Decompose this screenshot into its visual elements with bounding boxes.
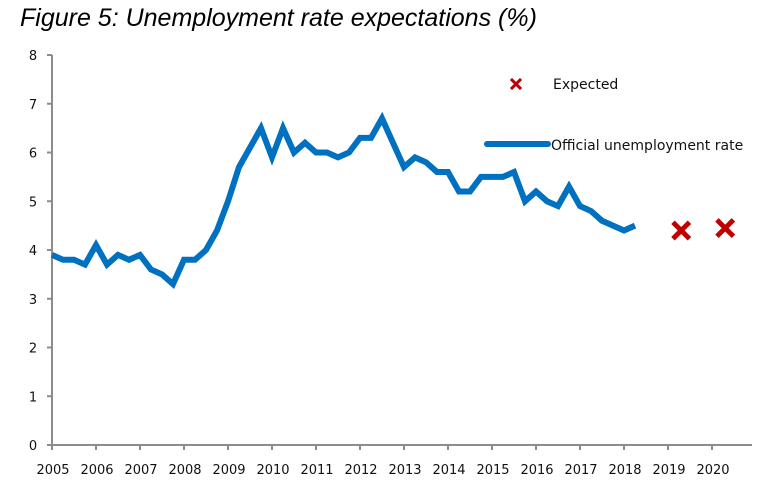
- x-tick-label: 2010: [256, 463, 289, 478]
- chart-title: Figure 5: Unemployment rate expectations…: [20, 4, 537, 32]
- legend: Expected Official unemployment rate: [484, 77, 743, 154]
- y-tick-label: 2: [29, 342, 37, 357]
- x-tick-label: 2014: [432, 463, 465, 478]
- x-tick-label: 2020: [696, 463, 729, 478]
- x-tick-label: 2015: [476, 463, 509, 478]
- legend-item-expected: Expected: [509, 77, 618, 93]
- y-tick-label: 0: [29, 439, 37, 454]
- series-line-official-unemployment-rate: [50, 111, 637, 290]
- data-point-expected: [671, 220, 692, 241]
- x-tick-label: 2006: [80, 463, 113, 478]
- x-tick-label: 2011: [300, 463, 333, 478]
- y-tick-label: 3: [29, 293, 37, 308]
- x-tick-label: 2018: [608, 463, 641, 478]
- legend-label-official: Official unemployment rate: [551, 138, 743, 154]
- axes: 0 1 2 3 4 5 6 7 8 2005 2006 2007 2008 2009 2010 2011 201…: [29, 49, 752, 478]
- legend-expected-marker-icon: [509, 77, 523, 91]
- x-tick-label: 2009: [212, 463, 245, 478]
- y-tick-label: 5: [29, 195, 37, 210]
- legend-item-official: Official unemployment rate: [484, 138, 743, 154]
- x-tick-label: 2016: [520, 463, 553, 478]
- plot-area: [50, 111, 736, 290]
- legend-label-expected: Expected: [553, 77, 618, 93]
- legend-x-marker: [509, 77, 523, 91]
- x-tick-label: 2017: [564, 463, 597, 478]
- x-tick-label: 2008: [168, 463, 201, 478]
- x-tick-label: 2005: [36, 463, 69, 478]
- y-tick-label: 6: [29, 147, 37, 162]
- x-tick-label: 2013: [388, 463, 421, 478]
- x-tick-label: 2007: [124, 463, 157, 478]
- y-tick-label: 8: [29, 49, 37, 64]
- data-point-expected: [715, 218, 736, 239]
- x-tick-label: 2019: [652, 463, 685, 478]
- y-tick-label: 1: [29, 390, 37, 405]
- y-tick-label: 4: [29, 244, 37, 259]
- y-tick-label: 7: [29, 98, 37, 113]
- x-tick-label: 2012: [344, 463, 377, 478]
